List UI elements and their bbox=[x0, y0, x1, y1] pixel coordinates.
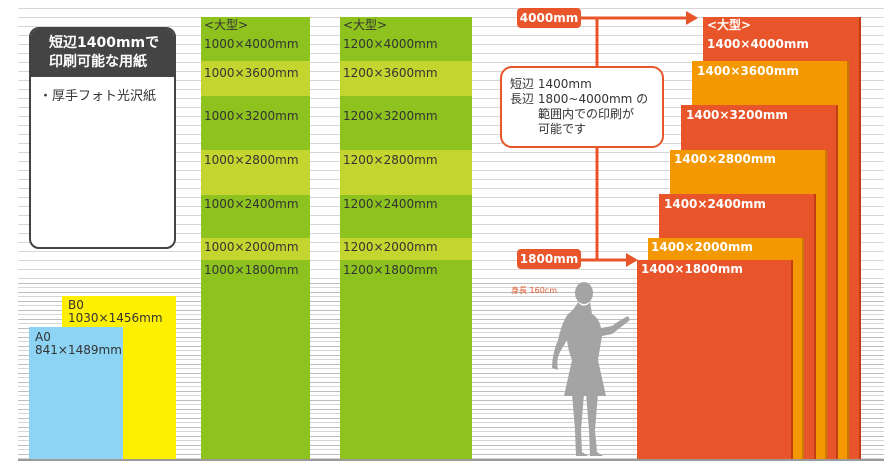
band-1200-2800 bbox=[340, 150, 472, 195]
callout-long-side-value: 1800~4000mm の bbox=[537, 92, 649, 106]
label-1400-1800: 1400×1800mm bbox=[641, 262, 743, 276]
label-1400-4000: 1400×4000mm bbox=[707, 37, 809, 51]
label-1000-1800: 1000×1800mm bbox=[204, 263, 299, 277]
column-1400-header: <大型> bbox=[707, 18, 752, 32]
range-callout: 短辺 1400mm 長辺 1800~4000mm の 範囲内での印刷が 可能です bbox=[500, 66, 664, 148]
callout-line3: 範囲内での印刷が bbox=[538, 107, 635, 121]
callout-long-side-label: 長辺 bbox=[510, 92, 535, 106]
band-1200-2000 bbox=[340, 238, 472, 260]
label-1000-3200: 1000×3200mm bbox=[204, 109, 299, 123]
column-1000: <大型> 1000×4000mm 1000×3600mm 1000×3200mm… bbox=[201, 17, 310, 460]
tag-4000: 4000mm bbox=[517, 8, 581, 28]
ground-line bbox=[18, 459, 884, 461]
column-1000-header: <大型> bbox=[204, 18, 249, 32]
label-1200-2400: 1200×2400mm bbox=[343, 197, 438, 211]
person-silhouette bbox=[552, 282, 630, 456]
label-1400-2800: 1400×2800mm bbox=[674, 152, 776, 166]
label-1000-2000: 1000×2000mm bbox=[204, 240, 299, 254]
info-title-line2: 印刷可能な用紙 bbox=[49, 54, 147, 70]
label-1400-3200: 1400×3200mm bbox=[686, 108, 788, 122]
label-1200-3200: 1200×3200mm bbox=[343, 109, 438, 123]
band-1200-3600 bbox=[340, 61, 472, 96]
band-1000-3600 bbox=[201, 61, 310, 96]
band-1000-2800 bbox=[201, 150, 310, 195]
label-1200-2000: 1200×2000mm bbox=[343, 240, 438, 254]
arrowhead-4000 bbox=[686, 11, 698, 25]
a0-size: 841×1489mm bbox=[35, 343, 122, 357]
b0-size: 1030×1456mm bbox=[68, 311, 163, 325]
info-title-line1: 短辺1400mmで bbox=[49, 35, 160, 51]
label-1200-4000: 1200×4000mm bbox=[343, 37, 438, 51]
column-1200: <大型> 1200×4000mm 1200×3600mm 1200×3200mm… bbox=[340, 17, 472, 460]
label-1000-3600: 1000×3600mm bbox=[204, 66, 299, 80]
person-height-label: 身長 160cm bbox=[511, 286, 558, 295]
label-1000-2800: 1000×2800mm bbox=[204, 153, 299, 167]
info-box: 短辺1400mmで 印刷可能な用紙 ・厚手フォト光沢紙 bbox=[29, 27, 176, 249]
label-1400-2000: 1400×2000mm bbox=[651, 240, 753, 254]
callout-line2: 長辺 1800~4000mm の bbox=[510, 92, 662, 107]
callout-line4: 可能です bbox=[538, 122, 587, 136]
info-paper-item: ・厚手フォト光沢紙 bbox=[39, 89, 157, 104]
label-1400-2400: 1400×2400mm bbox=[664, 197, 766, 211]
info-box-title: 短辺1400mmで 印刷可能な用紙 bbox=[31, 29, 174, 77]
callout-line1: 短辺 1400mm bbox=[510, 77, 662, 92]
callout-short-side-value: 1400mm bbox=[537, 77, 592, 91]
label-1200-3600: 1200×3600mm bbox=[343, 66, 438, 80]
a0-paper: A0 841×1489mm bbox=[29, 327, 123, 460]
paper-1400-1800: 1400×1800mm bbox=[637, 260, 793, 460]
a0-name: A0 bbox=[35, 330, 51, 344]
column-1200-header: <大型> bbox=[343, 18, 388, 32]
label-1200-2800: 1200×2800mm bbox=[343, 153, 438, 167]
arrowhead-1800 bbox=[626, 253, 638, 267]
label-1000-2400: 1000×2400mm bbox=[204, 197, 299, 211]
tag-1800: 1800mm bbox=[517, 249, 581, 269]
band-1000-2000 bbox=[201, 238, 310, 260]
b0-name: B0 bbox=[68, 298, 84, 312]
label-1200-1800: 1200×1800mm bbox=[343, 263, 438, 277]
label-1400-3600: 1400×3600mm bbox=[697, 64, 799, 78]
label-1000-4000: 1000×4000mm bbox=[204, 37, 299, 51]
callout-short-side-label: 短辺 bbox=[510, 77, 535, 91]
